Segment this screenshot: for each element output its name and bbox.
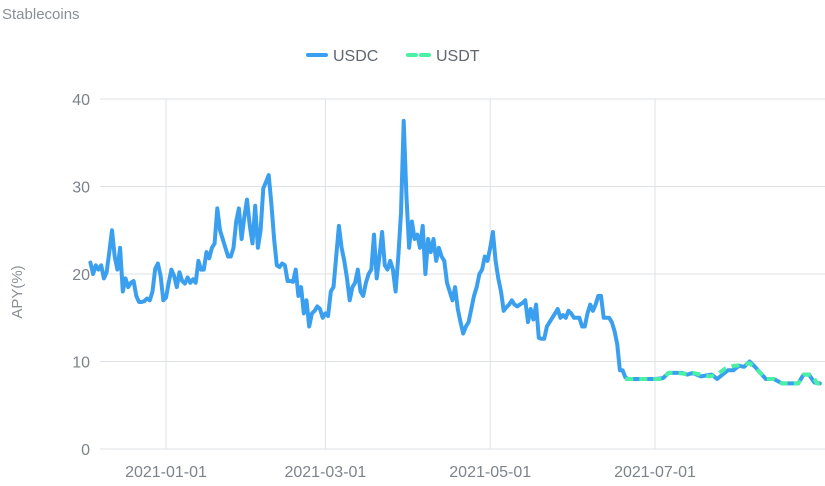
y-tick-label-10: 10: [72, 355, 90, 372]
legend: USDC USDT: [306, 48, 480, 65]
y-axis-title: APY(%): [9, 265, 26, 318]
chart-title: Stablecoins: [2, 6, 80, 23]
x-tick-label-2021-01-01: 2021-01-01: [125, 464, 207, 481]
series-lines: [88, 118, 822, 386]
grid: [100, 98, 825, 450]
x-tick-labels: 2021-01-01 2021-03-01 2021-05-01 2021-07-01: [125, 464, 696, 481]
y-tick-labels: 0 10 20 30 40: [72, 92, 90, 459]
series-line-usdt: [625, 361, 820, 386]
x-tick-label-2021-07-01: 2021-07-01: [614, 464, 696, 481]
y-tick-label-40: 40: [72, 92, 90, 109]
legend-label-usdt: USDT: [436, 48, 480, 65]
x-tick-label-2021-03-01: 2021-03-01: [284, 464, 366, 481]
x-tick-label-2021-05-01: 2021-05-01: [449, 464, 531, 481]
series-line-usdc: [88, 118, 822, 386]
y-tick-label-20: 20: [72, 267, 90, 284]
y-tick-label-30: 30: [72, 180, 90, 197]
y-tick-label-0: 0: [81, 442, 90, 459]
legend-label-usdc: USDC: [333, 48, 378, 65]
